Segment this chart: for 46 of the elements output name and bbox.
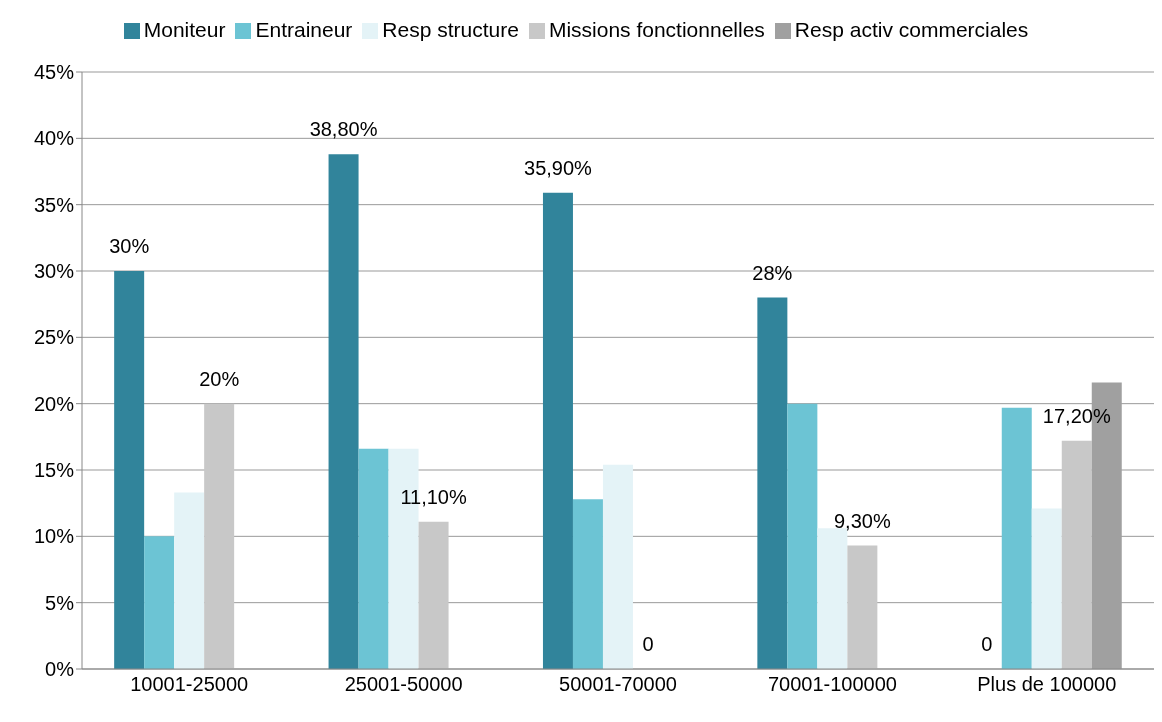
x-tick-label: 50001-70000 [559,673,677,696]
bar [572,499,603,669]
legend-label: Resp activ commerciales [794,18,1029,41]
data-label: 28% [752,261,793,284]
bar [787,403,818,669]
bar [542,192,573,669]
bar [174,492,205,669]
bar [418,521,449,669]
data-label: 38,80% [309,118,378,141]
bar [1031,508,1062,669]
bar [1001,407,1032,669]
bar [114,271,145,669]
data-label: 0 [981,632,993,655]
y-tick-label: 35% [33,193,75,216]
bar [757,297,788,669]
legend-label: Resp structure [382,18,519,41]
data-label: 11,10% [400,485,467,508]
legend-label: Entraineur [255,18,353,41]
y-tick-label: 40% [33,127,75,150]
bar [602,464,633,669]
bar [328,154,359,669]
y-tick-label: 20% [33,392,75,415]
x-tick-label: 10001-25000 [130,673,249,696]
bar [1061,440,1092,669]
legend-label: Moniteur [143,18,226,41]
bar [358,448,389,669]
bar [204,403,235,669]
x-tick-label: 70001-100000 [767,673,897,696]
x-tick-label: 25001-50000 [344,673,463,696]
y-tick-label: 25% [33,326,75,349]
y-tick-label: 45% [33,61,75,84]
data-label: 9,30% [834,509,891,532]
data-label: 20% [199,367,240,390]
bar [847,545,878,669]
y-tick-label: 0% [45,658,75,681]
y-tick-label: 5% [45,591,75,614]
data-label: 35,90% [524,156,593,179]
y-tick-label: 30% [33,260,75,283]
data-label: 17,20% [1042,404,1111,427]
data-label: 30% [109,235,150,257]
data-label: 0 [642,632,654,655]
legend-label: Missions fonctionnelles [548,18,765,41]
y-tick-label: 15% [33,459,75,482]
bar [144,536,175,669]
x-tick-label: Plus de 100000 [977,673,1117,696]
y-tick-label: 10% [33,525,75,548]
